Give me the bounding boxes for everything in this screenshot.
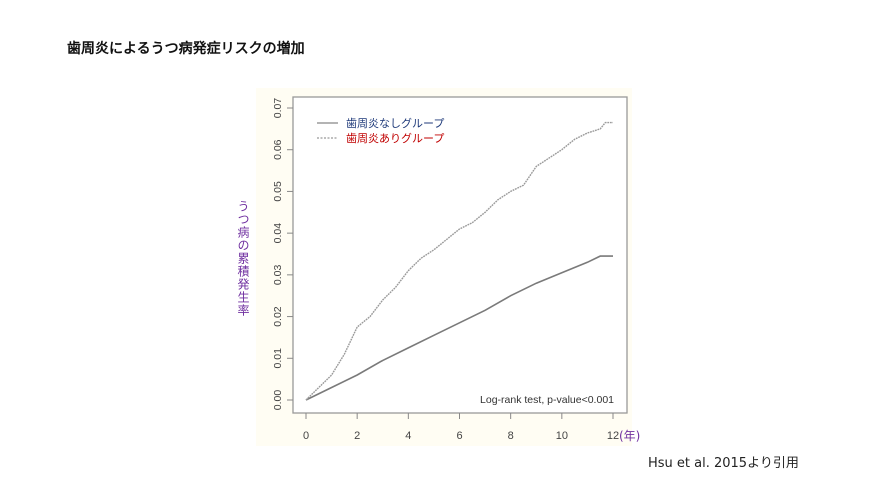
x-axis-unit: (年) bbox=[619, 429, 641, 443]
curves bbox=[305, 121, 613, 401]
svg-text:0: 0 bbox=[303, 430, 309, 442]
svg-text:0.07: 0.07 bbox=[272, 98, 284, 119]
svg-text:6: 6 bbox=[456, 430, 462, 442]
svg-text:0.06: 0.06 bbox=[272, 139, 284, 160]
svg-text:8: 8 bbox=[508, 430, 514, 442]
svg-text:10: 10 bbox=[556, 430, 568, 442]
svg-text:4: 4 bbox=[405, 430, 411, 442]
slide-title: 歯周炎によるうつ病発症リスクの増加 bbox=[67, 41, 305, 57]
svg-text:0.02: 0.02 bbox=[272, 306, 284, 327]
svg-text:0.00: 0.00 bbox=[272, 390, 284, 411]
svg-text:0.04: 0.04 bbox=[272, 223, 284, 244]
x-axis: 0 2 4 6 8 10 12 bbox=[303, 413, 619, 442]
svg-text:0.05: 0.05 bbox=[272, 181, 284, 202]
curve-periodontitis bbox=[305, 121, 613, 401]
svg-text:0.03: 0.03 bbox=[272, 264, 284, 285]
svg-text:12: 12 bbox=[607, 430, 619, 442]
y-axis-label: うつ病の累積発生率 bbox=[236, 200, 250, 317]
svg-text:2: 2 bbox=[354, 430, 360, 442]
curve-no-periodontitis bbox=[305, 255, 613, 401]
svg-text:0.01: 0.01 bbox=[272, 348, 284, 369]
legend-periodontitis: 歯周炎ありグループ bbox=[346, 131, 444, 145]
legend-no-periodontitis: 歯周炎なしグループ bbox=[346, 116, 444, 130]
log-rank-annotation: Log-rank test, p-value<0.001 bbox=[480, 394, 614, 406]
plot-frame bbox=[292, 96, 628, 414]
citation: Hsu et al. 2015より引用 bbox=[648, 456, 799, 471]
legend: 歯周炎なしグループ 歯周炎ありグループ bbox=[317, 116, 444, 145]
y-axis: 0.00 0.01 0.02 0.03 0.04 0.05 0.06 0.07 bbox=[272, 98, 293, 411]
